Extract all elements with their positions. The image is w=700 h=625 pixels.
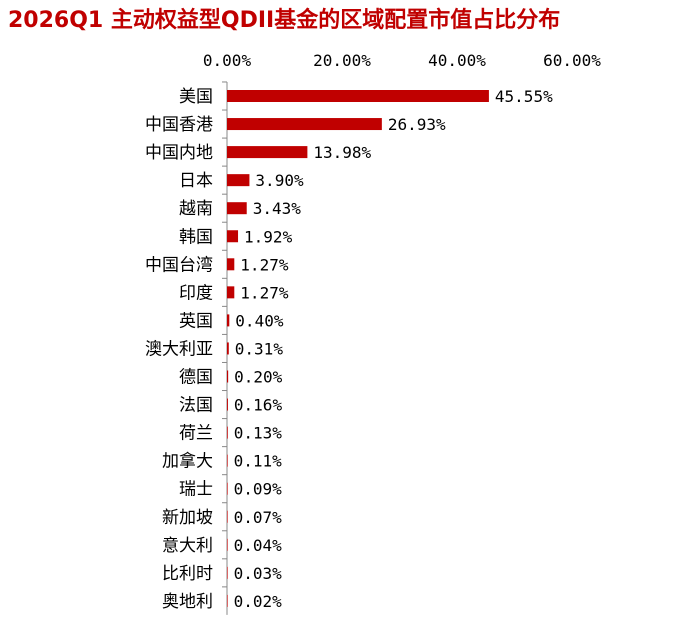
bar xyxy=(227,230,239,243)
data-label: 0.02% xyxy=(234,592,283,611)
category-label: 加拿大 xyxy=(162,451,213,472)
category-label: 奥地利 xyxy=(162,592,213,612)
category-label: 比利时 xyxy=(162,564,213,584)
category-label: 德国 xyxy=(179,368,213,388)
bar xyxy=(227,90,489,102)
x-tick-label: 20.00% xyxy=(313,51,371,70)
bar xyxy=(227,482,228,495)
category-label: 瑞士 xyxy=(179,480,213,500)
data-label: 0.07% xyxy=(234,508,283,527)
bar xyxy=(227,258,235,271)
bar xyxy=(227,286,235,299)
category-label: 英国 xyxy=(179,311,213,331)
bar xyxy=(227,314,230,327)
category-label: 荷兰 xyxy=(179,424,213,444)
bar xyxy=(227,174,250,187)
category-label: 韩国 xyxy=(179,227,213,247)
data-labels: 45.55% 26.93% 13.98% 3.90% 3.43% 1.92% 1.27% 1.… xyxy=(234,87,553,611)
data-label: 3.43% xyxy=(253,199,302,218)
bar xyxy=(227,566,228,579)
bar xyxy=(227,510,228,523)
data-label: 0.31% xyxy=(235,339,284,358)
data-label: 0.13% xyxy=(234,424,283,443)
bar xyxy=(227,454,228,467)
data-label: 0.16% xyxy=(234,396,283,415)
category-label: 印度 xyxy=(179,283,213,303)
bar xyxy=(227,118,382,131)
bar xyxy=(227,202,247,215)
x-tick-label: 60.00% xyxy=(543,51,601,70)
bar xyxy=(227,342,229,355)
data-label: 1.27% xyxy=(240,283,289,302)
data-label: 26.93% xyxy=(388,115,446,134)
data-label: 1.27% xyxy=(240,255,289,274)
bar xyxy=(227,398,228,411)
data-label: 0.04% xyxy=(234,536,283,555)
category-label: 日本 xyxy=(179,171,213,191)
category-label: 越南 xyxy=(179,199,213,219)
data-label: 45.55% xyxy=(495,87,553,106)
category-label: 美国 xyxy=(179,87,213,107)
data-label: 13.98% xyxy=(313,143,371,162)
chart-title: 2026Q1 主动权益型QDII基金的区域配置市值占比分布 xyxy=(8,8,561,33)
x-tick-label: 0.00% xyxy=(203,51,252,70)
x-axis-ticks: 0.00% 20.00% 40.00% 60.00% xyxy=(203,51,601,70)
x-tick-label: 40.00% xyxy=(428,51,486,70)
data-label: 0.09% xyxy=(234,480,283,499)
category-label: 澳大利亚 xyxy=(145,339,213,359)
category-label: 新加坡 xyxy=(162,508,213,528)
data-label: 3.90% xyxy=(255,171,304,190)
data-label: 0.03% xyxy=(234,564,283,583)
data-label: 1.92% xyxy=(244,227,293,246)
bars xyxy=(227,90,489,607)
bar xyxy=(227,146,308,159)
category-label: 意大利 xyxy=(162,536,213,556)
data-label: 0.11% xyxy=(234,452,283,471)
category-label: 中国台湾 xyxy=(145,255,213,275)
category-label: 法国 xyxy=(179,396,213,416)
category-labels: 美国中国香港中国内地日本越南韩国中国台湾印度英国澳大利亚德国法国荷兰加拿大瑞士新… xyxy=(145,81,227,612)
bar xyxy=(227,370,229,383)
category-label: 中国内地 xyxy=(145,143,213,163)
data-label: 0.20% xyxy=(234,368,283,387)
bar xyxy=(227,594,228,607)
bar xyxy=(227,538,228,551)
category-label: 中国香港 xyxy=(145,115,213,135)
data-label: 0.40% xyxy=(235,311,284,330)
bar xyxy=(227,426,228,439)
